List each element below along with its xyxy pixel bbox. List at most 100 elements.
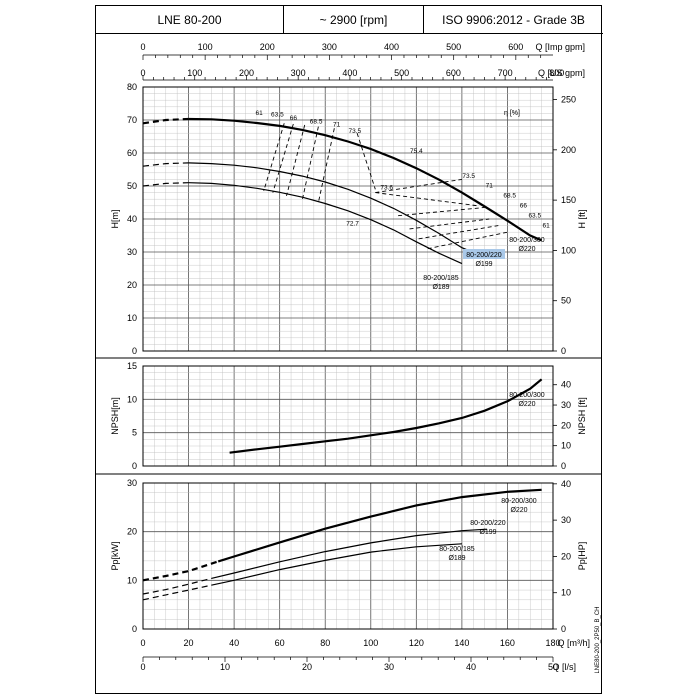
y2-tick-label: 20 xyxy=(561,420,571,430)
x2-tick-label: 30 xyxy=(384,662,394,672)
curve-label-220: 80-200/220 xyxy=(466,252,502,259)
efficiency-iso-line xyxy=(286,124,306,197)
y-tick-label: 30 xyxy=(127,247,137,257)
y2-tick-label: 250 xyxy=(561,95,576,105)
top-tick-label: 800 xyxy=(549,68,564,78)
y-tick-label: 50 xyxy=(127,181,137,191)
top-tick-label: 100 xyxy=(198,42,213,52)
efficiency-iso-line xyxy=(398,207,485,217)
top-tick-label: 200 xyxy=(239,68,254,78)
x-tick-label: 140 xyxy=(454,638,469,648)
y2-tick-label: 40 xyxy=(561,380,571,390)
efficiency-iso-line xyxy=(409,218,490,230)
document-code: LNE80-200_2P50_B_CH xyxy=(595,606,601,673)
x-tick-label: 0 xyxy=(140,638,145,648)
plot-frame xyxy=(142,482,554,630)
top-tick-label: 0 xyxy=(140,42,145,52)
x-tick-label: 60 xyxy=(275,638,285,648)
curve-label-220-diameter: Ø199 xyxy=(479,529,496,536)
efficiency-label: 71 xyxy=(333,122,341,129)
y2-tick-label: 200 xyxy=(561,145,576,155)
efficiency-label: 68.5 xyxy=(310,118,323,125)
efficiency-label: 73.6 xyxy=(380,184,393,191)
x-tick-label: 20 xyxy=(184,638,194,648)
top-tick-label: 200 xyxy=(260,42,275,52)
curve-label-185: 80-200/185 xyxy=(423,275,459,282)
curve-80-200/220 xyxy=(188,162,488,259)
y2-tick-label: 20 xyxy=(561,551,571,561)
y2-tick-label: 50 xyxy=(561,296,571,306)
y2-tick-label: 0 xyxy=(561,346,566,356)
y-axis-title: NPSH[m] xyxy=(110,397,120,435)
y2-tick-label: 150 xyxy=(561,195,576,205)
top-tick-label: 400 xyxy=(384,42,399,52)
y2-tick-label: 0 xyxy=(561,461,566,471)
efficiency-iso-line xyxy=(375,192,478,207)
curve-dashed-segment xyxy=(142,584,212,601)
curve-label-300-diameter: Ø220 xyxy=(518,246,535,253)
curve-80-200/185 xyxy=(188,182,463,265)
y-tick-label: 5 xyxy=(132,428,137,438)
x-tick-label: 180 xyxy=(545,638,560,648)
top-tick-label: 300 xyxy=(291,68,306,78)
efficiency-label: 73.5 xyxy=(462,173,475,180)
curve-dashed-segment xyxy=(142,162,189,167)
efficiency-label: 66 xyxy=(290,115,298,122)
x2-tick-label: 10 xyxy=(220,662,230,672)
x2-tick-label: 20 xyxy=(302,662,312,672)
y-tick-label: 40 xyxy=(127,214,137,224)
curve-80-200/300 xyxy=(217,488,542,563)
curve-label-185-diameter: Ø189 xyxy=(448,555,465,562)
top-tick-label: 100 xyxy=(187,68,202,78)
top-axis-title: Q [US gpm] xyxy=(538,68,585,78)
y-tick-label: 0 xyxy=(132,461,137,471)
efficiency-label: 63.5 xyxy=(528,212,541,219)
efficiency-label: 68.5 xyxy=(503,193,516,200)
plot-frame xyxy=(142,365,554,467)
y2-tick-label: 10 xyxy=(561,441,571,451)
efficiency-label: 73.5 xyxy=(349,128,362,135)
y-tick-label: 70 xyxy=(127,115,137,125)
curve-label-185-diameter: Ø189 xyxy=(432,284,449,291)
x-tick-label: 100 xyxy=(363,638,378,648)
y-tick-label: 20 xyxy=(127,280,137,290)
top-tick-label: 600 xyxy=(508,42,523,52)
efficiency-iso-line xyxy=(356,133,376,190)
speed-label: ~ 2900 [rpm] xyxy=(284,6,424,34)
top-tick-label: 700 xyxy=(498,68,513,78)
top-tick-label: 500 xyxy=(446,42,461,52)
top-tick-label: 400 xyxy=(342,68,357,78)
efficiency-iso-line xyxy=(375,178,462,194)
y2-tick-label: 10 xyxy=(561,588,571,598)
y-tick-label: 0 xyxy=(132,624,137,634)
efficiency-label: 72.7 xyxy=(346,221,359,228)
top-tick-label: 600 xyxy=(446,68,461,78)
x-tick-label: 120 xyxy=(409,638,424,648)
y2-tick-label: 30 xyxy=(561,400,571,410)
curve-80-200/300 xyxy=(188,117,543,242)
y-tick-label: 60 xyxy=(127,148,137,158)
curve-label-220-diameter: Ø199 xyxy=(475,261,492,268)
efficiency-label: 66 xyxy=(520,202,528,209)
y2-tick-label: 40 xyxy=(561,479,571,489)
efficiency-iso-line xyxy=(427,231,508,250)
curve-80-200/220 xyxy=(211,528,487,579)
efficiency-label: 63.5 xyxy=(271,112,284,119)
efficiency-iso-line xyxy=(272,123,294,193)
x-tick-label: 160 xyxy=(500,638,515,648)
plot-frame xyxy=(142,86,554,352)
curve-80-200/185 xyxy=(211,543,462,586)
label-highlight xyxy=(463,249,505,259)
curve-80-200/300 xyxy=(229,378,543,454)
y-axis-title: H[m] xyxy=(110,210,120,229)
top-tick-label: 300 xyxy=(322,42,337,52)
curve-label-300-diameter: Ø220 xyxy=(518,401,535,408)
y-tick-label: 15 xyxy=(127,361,137,371)
pump-curve-sheet: LNE 80-200 ~ 2900 [rpm] ISO 9906:2012 - … xyxy=(95,5,603,694)
x2-tick-label: 0 xyxy=(140,662,145,672)
efficiency-label: 61 xyxy=(543,222,551,229)
curve-dashed-segment xyxy=(142,117,189,125)
y2-axis-title: H [ft] xyxy=(577,209,587,228)
y2-axis-title: Pp[HP] xyxy=(577,542,587,571)
